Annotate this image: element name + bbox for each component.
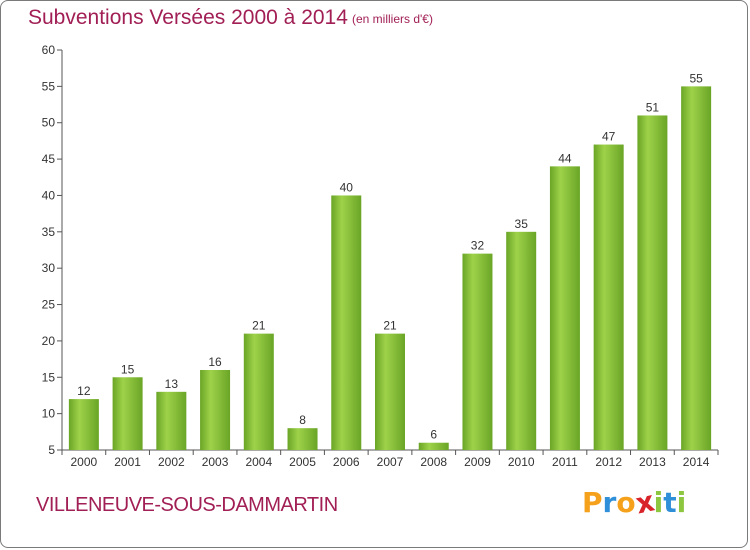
x-tick-label: 2009 [464,455,491,469]
data-label: 44 [558,151,572,165]
logo-letter: P [582,486,603,519]
x-tick-label: 2013 [639,455,666,469]
bar [375,333,405,450]
data-label: 40 [340,180,354,194]
data-label: 55 [689,71,703,85]
bar [681,86,712,450]
bar [637,115,668,451]
x-tick-label: 2000 [71,455,98,469]
bar [593,144,624,450]
x-tick-label: 2002 [158,455,185,469]
y-tick-label: 60 [42,43,56,57]
y-tick-label: 45 [42,152,56,166]
y-tick-label: 10 [42,407,56,421]
y-tick-label: 25 [42,298,56,312]
data-label: 21 [383,319,397,333]
y-tick-label: 55 [42,79,56,93]
value-labels: 12 15 13 16 21 8 40 21 6 32 35 44 47 51 55 [77,71,703,441]
data-label: 13 [165,377,179,391]
data-label: 15 [121,362,135,376]
logo-letter: t [663,486,677,519]
logo-letter: i [653,486,664,519]
bar [243,333,274,450]
data-label: 47 [602,130,616,144]
data-label: 6 [430,428,437,442]
data-label: 12 [77,384,91,398]
data-label: 35 [515,217,529,231]
data-label: 8 [299,413,306,427]
bars [68,86,712,451]
data-label: 21 [252,319,266,333]
logo-letter: o [616,486,636,519]
bar [462,253,493,450]
y-tick-label: 40 [42,188,56,202]
x-tick-label: 2010 [508,455,535,469]
bar [331,195,362,450]
x-tick-label: 2011 [552,455,578,469]
chart-subtitle: (en milliers d'€) [352,12,433,26]
y-tick-label: 30 [42,261,56,275]
logo-letter: r [602,486,617,519]
x-tick-label: 2006 [333,455,360,469]
bar [506,231,537,450]
y-tick-label: 15 [42,370,56,384]
proxiti-logo: Proxiti [582,484,687,520]
y-axis: 5 10 15 20 25 30 35 40 45 50 55 60 [42,43,63,457]
x-tick-label: 2012 [595,455,622,469]
x-tick-label: 2008 [420,455,447,469]
commune-name: VILLENEUVE-SOUS-DAMMARTIN [36,494,338,516]
bar [68,399,99,450]
x-tick-label: 2003 [202,455,229,469]
y-tick-label: 20 [42,334,56,348]
x-tick-label: 2014 [683,455,710,469]
chart-title: Subventions Versées 2000 à 2014 [28,6,348,29]
x-axis: 2000 2001 2002 2003 2004 2005 2006 2007 2008 2009… [61,449,719,469]
bar [200,370,231,450]
bar [287,428,318,450]
bar [156,391,187,450]
x-tick-label: 2001 [114,455,141,469]
y-tick-label: 5 [48,443,55,457]
x-tick-label: 2005 [289,455,316,469]
x-tick-label: 2004 [245,455,272,469]
bar [418,442,449,450]
data-label: 32 [471,239,485,253]
y-tick-label: 35 [42,225,56,239]
bar [549,166,580,450]
x-tick-label: 2007 [377,455,404,469]
data-label: 51 [646,100,660,114]
logo-letter: i [676,486,687,519]
y-tick-label: 50 [42,116,56,130]
bar [112,377,143,450]
data-label: 16 [208,355,222,369]
